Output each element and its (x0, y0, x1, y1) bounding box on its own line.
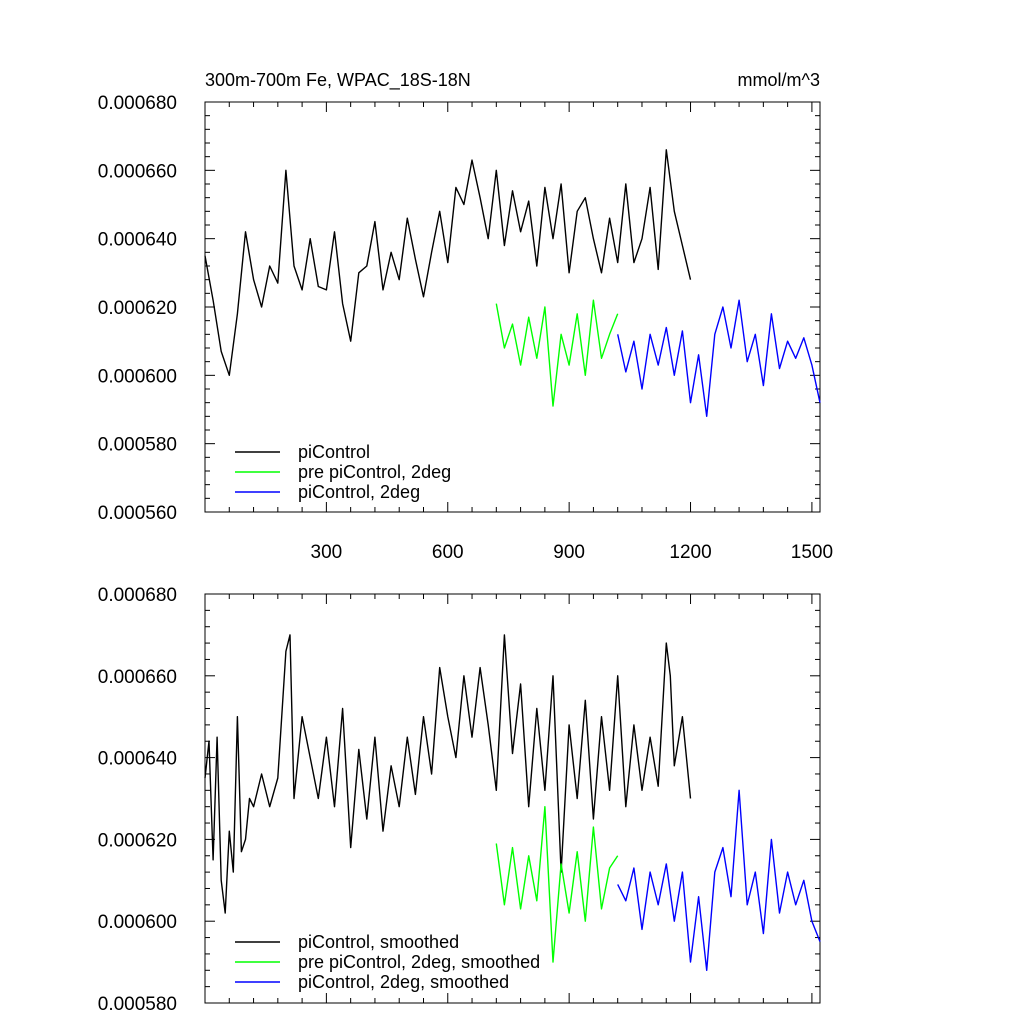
y-tick-label: 0.000600 (98, 912, 177, 933)
x-tick-label: 1500 (791, 542, 833, 563)
legend-label-1: piControl, smoothed (298, 932, 459, 952)
x-tick-label: 300 (311, 542, 343, 563)
panel-2: 0.000580 0.000600 0.000620 0.000640 0.000660… (98, 585, 821, 1015)
y-tick-label: 0.000620 (98, 830, 177, 851)
legend-label-3: piControl, 2deg, smoothed (298, 972, 509, 992)
y-tick-label: 0.000620 (98, 298, 177, 319)
series-line-1 (204, 149, 692, 376)
y-tick-label: 0.000580 (98, 435, 177, 456)
y-tick-label: 0.000560 (98, 503, 177, 524)
x-tick-label: 900 (553, 542, 585, 563)
chart-title: 300m-700m Fe, WPAC_18S-18N (205, 70, 471, 91)
y-tick-label: 0.000660 (98, 161, 177, 182)
plot-frame (204, 593, 821, 1004)
series-line-3 (617, 789, 821, 971)
y-tick-label: 0.000680 (98, 585, 177, 606)
panel-1: 0.000560 0.000580 0.000600 0.000620 0.000640… (98, 70, 833, 563)
y-tick-label: 0.000640 (98, 230, 177, 251)
series-line-2 (495, 806, 619, 963)
y-tick-label: 0.000580 (98, 994, 177, 1015)
legend-label-2: pre piControl, 2deg, smoothed (298, 952, 540, 972)
legend-label-3: piControl, 2deg (298, 482, 420, 502)
units-label: mmol/m^3 (738, 70, 820, 90)
y-tick-label: 0.000660 (98, 667, 177, 688)
legend-label-2: pre piControl, 2deg (298, 462, 451, 482)
series-line-1 (204, 634, 692, 914)
series-line-3 (617, 299, 821, 417)
y-tick-label: 0.000600 (98, 366, 177, 387)
x-tick-label: 600 (432, 542, 464, 563)
series-line-2 (495, 299, 619, 407)
x-tick-label: 1200 (669, 542, 711, 563)
y-tick-label: 0.000640 (98, 749, 177, 770)
legend-label-1: piControl (298, 442, 370, 462)
y-tick-label: 0.000680 (98, 93, 177, 114)
